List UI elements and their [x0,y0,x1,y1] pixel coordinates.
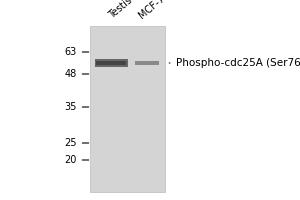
Text: 48: 48 [64,69,76,79]
Text: Testis: Testis [106,0,134,21]
Text: 35: 35 [64,102,76,112]
Text: Phospho-cdc25A (Ser76): Phospho-cdc25A (Ser76) [169,58,300,68]
Text: MCF-7: MCF-7 [136,0,166,21]
Bar [96,61,126,65]
Text: 63: 63 [64,47,76,57]
Bar [90,26,165,192]
Text: 20: 20 [64,155,76,165]
Text: 25: 25 [64,138,76,148]
Bar [94,59,128,67]
Bar [135,61,159,65]
